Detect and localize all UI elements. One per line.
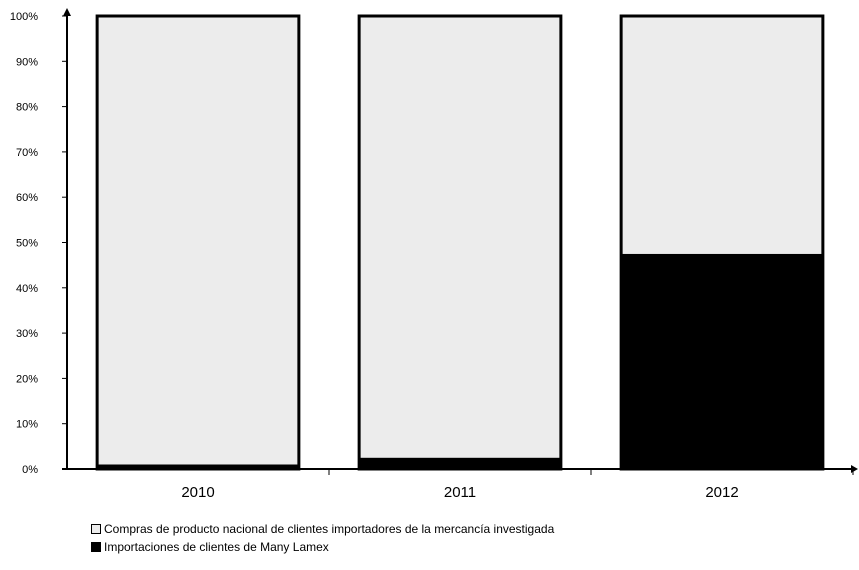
y-tick-label: 40% (16, 283, 38, 295)
y-axis-arrow (63, 8, 71, 16)
y-tick-label: 80% (16, 102, 38, 114)
legend-swatch-compras (91, 524, 101, 534)
bar-segment-2012-series-1 (621, 16, 823, 254)
legend-label-compras: Compras de producto nacional de clientes… (104, 522, 555, 536)
y-tick-label: 30% (16, 328, 38, 340)
y-tick-label: 0% (22, 464, 38, 476)
x-axis-arrow (851, 465, 858, 473)
x-tick-label-2010: 2010 (181, 484, 214, 501)
legend-item-compras: Compras de producto nacional de clientes… (91, 522, 554, 536)
y-ticks-group: 0% 10% 20% 30% 40% 50% 60% 70% 80% 90% 100% (10, 11, 38, 476)
x-ticks-group: 2010 2011 2012 (181, 484, 738, 501)
x-tick-label-2012: 2012 (705, 484, 738, 501)
y-tick-label: 70% (16, 147, 38, 159)
y-tick-label: 60% (16, 192, 38, 204)
legend-item-importaciones: Importaciones de clientes de Many Lamex (91, 540, 329, 554)
x-tick-label-2011: 2011 (444, 484, 476, 501)
bar-segment-2011-series-1 (359, 16, 561, 458)
stacked-bar-chart: 0%10%20%30%40%50%60%70%80%90%100% 2010 20… (10, 8, 858, 501)
y-tick-label: 20% (16, 373, 38, 385)
y-tick-label: 10% (16, 419, 38, 431)
bar-segment-2010-series-1 (97, 16, 299, 465)
axes-group (62, 8, 858, 475)
legend-label-importaciones: Importaciones de clientes de Many Lamex (104, 540, 329, 554)
legend-swatch-importaciones (91, 542, 101, 552)
y-tick-label: 100% (10, 11, 38, 23)
bars-group (95, 14, 825, 471)
bar-segment-2012-series-0 (621, 253, 823, 469)
y-tick-label: 50% (16, 238, 38, 250)
y-tick-label: 90% (16, 56, 38, 68)
bar-segment-2010-series-0 (97, 464, 299, 469)
bar-segment-2011-series-0 (359, 457, 561, 469)
